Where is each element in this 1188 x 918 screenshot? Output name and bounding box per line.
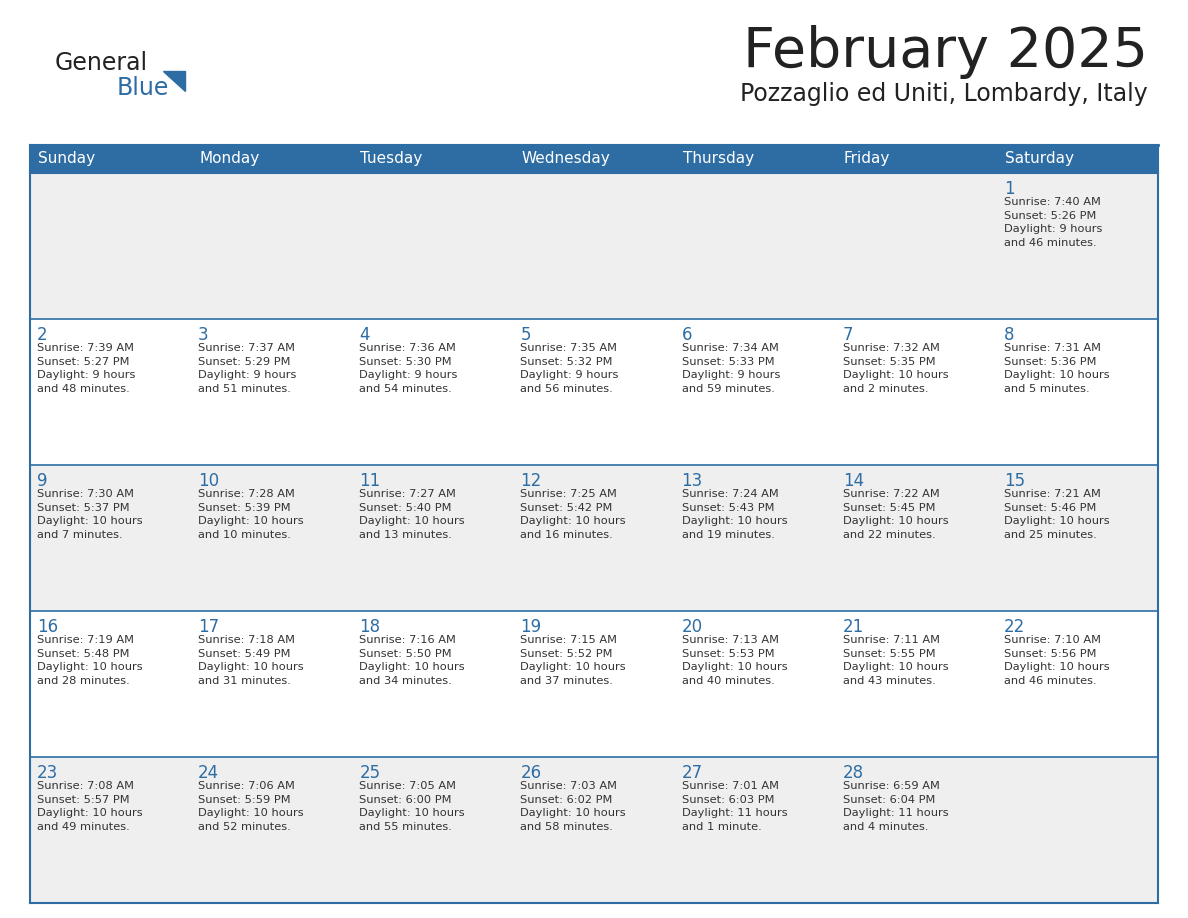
Text: Sunrise: 7:13 AM
Sunset: 5:53 PM
Daylight: 10 hours
and 40 minutes.: Sunrise: 7:13 AM Sunset: 5:53 PM Dayligh… [682,635,788,686]
Text: Sunrise: 7:40 AM
Sunset: 5:26 PM
Daylight: 9 hours
and 46 minutes.: Sunrise: 7:40 AM Sunset: 5:26 PM Dayligh… [1004,197,1102,248]
Text: 22: 22 [1004,618,1025,636]
Text: Sunrise: 7:08 AM
Sunset: 5:57 PM
Daylight: 10 hours
and 49 minutes.: Sunrise: 7:08 AM Sunset: 5:57 PM Dayligh… [37,781,143,832]
Text: Saturday: Saturday [1005,151,1074,166]
Text: 11: 11 [359,472,380,490]
Text: 12: 12 [520,472,542,490]
Text: Sunrise: 7:16 AM
Sunset: 5:50 PM
Daylight: 10 hours
and 34 minutes.: Sunrise: 7:16 AM Sunset: 5:50 PM Dayligh… [359,635,465,686]
Bar [30,173,1158,319]
Text: 6: 6 [682,326,693,344]
Text: Sunrise: 7:35 AM
Sunset: 5:32 PM
Daylight: 9 hours
and 56 minutes.: Sunrise: 7:35 AM Sunset: 5:32 PM Dayligh… [520,343,619,394]
Text: Sunrise: 7:39 AM
Sunset: 5:27 PM
Daylight: 9 hours
and 48 minutes.: Sunrise: 7:39 AM Sunset: 5:27 PM Dayligh… [37,343,135,394]
Text: Sunrise: 7:18 AM
Sunset: 5:49 PM
Daylight: 10 hours
and 31 minutes.: Sunrise: 7:18 AM Sunset: 5:49 PM Dayligh… [198,635,304,686]
Bar [30,145,191,173]
Text: Friday: Friday [843,151,890,166]
Text: 15: 15 [1004,472,1025,490]
Bar [675,145,835,173]
Text: Sunrise: 7:25 AM
Sunset: 5:42 PM
Daylight: 10 hours
and 16 minutes.: Sunrise: 7:25 AM Sunset: 5:42 PM Dayligh… [520,489,626,540]
Text: Sunrise: 7:01 AM
Sunset: 6:03 PM
Daylight: 11 hours
and 1 minute.: Sunrise: 7:01 AM Sunset: 6:03 PM Dayligh… [682,781,788,832]
Text: 23: 23 [37,764,58,782]
Text: 21: 21 [842,618,864,636]
Bar [513,145,675,173]
Text: Sunrise: 7:19 AM
Sunset: 5:48 PM
Daylight: 10 hours
and 28 minutes.: Sunrise: 7:19 AM Sunset: 5:48 PM Dayligh… [37,635,143,686]
Text: Sunday: Sunday [38,151,95,166]
Bar [835,145,997,173]
Text: 20: 20 [682,618,702,636]
Text: Thursday: Thursday [683,151,753,166]
Text: 9: 9 [37,472,48,490]
Text: 14: 14 [842,472,864,490]
Text: 8: 8 [1004,326,1015,344]
Text: 17: 17 [198,618,220,636]
Bar [30,757,1158,903]
Text: Sunrise: 7:05 AM
Sunset: 6:00 PM
Daylight: 10 hours
and 55 minutes.: Sunrise: 7:05 AM Sunset: 6:00 PM Dayligh… [359,781,465,832]
Text: Sunrise: 7:24 AM
Sunset: 5:43 PM
Daylight: 10 hours
and 19 minutes.: Sunrise: 7:24 AM Sunset: 5:43 PM Dayligh… [682,489,788,540]
Text: 1: 1 [1004,180,1015,198]
Text: 28: 28 [842,764,864,782]
Text: Blue: Blue [116,76,170,100]
Text: Sunrise: 7:10 AM
Sunset: 5:56 PM
Daylight: 10 hours
and 46 minutes.: Sunrise: 7:10 AM Sunset: 5:56 PM Dayligh… [1004,635,1110,686]
Text: Pozzaglio ed Uniti, Lombardy, Italy: Pozzaglio ed Uniti, Lombardy, Italy [740,82,1148,106]
Text: Sunrise: 7:28 AM
Sunset: 5:39 PM
Daylight: 10 hours
and 10 minutes.: Sunrise: 7:28 AM Sunset: 5:39 PM Dayligh… [198,489,304,540]
Text: Sunrise: 7:31 AM
Sunset: 5:36 PM
Daylight: 10 hours
and 5 minutes.: Sunrise: 7:31 AM Sunset: 5:36 PM Dayligh… [1004,343,1110,394]
Bar [353,145,513,173]
Text: 24: 24 [198,764,220,782]
Text: 13: 13 [682,472,703,490]
Text: General: General [55,51,148,75]
Text: 2: 2 [37,326,48,344]
Text: Sunrise: 7:06 AM
Sunset: 5:59 PM
Daylight: 10 hours
and 52 minutes.: Sunrise: 7:06 AM Sunset: 5:59 PM Dayligh… [198,781,304,832]
Bar [997,145,1158,173]
Text: Tuesday: Tuesday [360,151,423,166]
Text: Wednesday: Wednesday [522,151,611,166]
Text: Sunrise: 7:32 AM
Sunset: 5:35 PM
Daylight: 10 hours
and 2 minutes.: Sunrise: 7:32 AM Sunset: 5:35 PM Dayligh… [842,343,948,394]
Text: 16: 16 [37,618,58,636]
Text: 25: 25 [359,764,380,782]
Text: Sunrise: 7:03 AM
Sunset: 6:02 PM
Daylight: 10 hours
and 58 minutes.: Sunrise: 7:03 AM Sunset: 6:02 PM Dayligh… [520,781,626,832]
Text: Sunrise: 7:21 AM
Sunset: 5:46 PM
Daylight: 10 hours
and 25 minutes.: Sunrise: 7:21 AM Sunset: 5:46 PM Dayligh… [1004,489,1110,540]
Polygon shape [163,71,185,91]
Text: February 2025: February 2025 [742,25,1148,79]
Text: Sunrise: 7:34 AM
Sunset: 5:33 PM
Daylight: 9 hours
and 59 minutes.: Sunrise: 7:34 AM Sunset: 5:33 PM Dayligh… [682,343,781,394]
Text: Sunrise: 7:11 AM
Sunset: 5:55 PM
Daylight: 10 hours
and 43 minutes.: Sunrise: 7:11 AM Sunset: 5:55 PM Dayligh… [842,635,948,686]
Text: 3: 3 [198,326,209,344]
Text: Sunrise: 6:59 AM
Sunset: 6:04 PM
Daylight: 11 hours
and 4 minutes.: Sunrise: 6:59 AM Sunset: 6:04 PM Dayligh… [842,781,948,832]
Text: Sunrise: 7:37 AM
Sunset: 5:29 PM
Daylight: 9 hours
and 51 minutes.: Sunrise: 7:37 AM Sunset: 5:29 PM Dayligh… [198,343,297,394]
Text: 5: 5 [520,326,531,344]
Text: 18: 18 [359,618,380,636]
Text: 26: 26 [520,764,542,782]
Text: Sunrise: 7:30 AM
Sunset: 5:37 PM
Daylight: 10 hours
and 7 minutes.: Sunrise: 7:30 AM Sunset: 5:37 PM Dayligh… [37,489,143,540]
Text: 27: 27 [682,764,702,782]
Text: 4: 4 [359,326,369,344]
Text: Sunrise: 7:27 AM
Sunset: 5:40 PM
Daylight: 10 hours
and 13 minutes.: Sunrise: 7:27 AM Sunset: 5:40 PM Dayligh… [359,489,465,540]
Text: 7: 7 [842,326,853,344]
Text: Sunrise: 7:15 AM
Sunset: 5:52 PM
Daylight: 10 hours
and 37 minutes.: Sunrise: 7:15 AM Sunset: 5:52 PM Dayligh… [520,635,626,686]
Text: Sunrise: 7:22 AM
Sunset: 5:45 PM
Daylight: 10 hours
and 22 minutes.: Sunrise: 7:22 AM Sunset: 5:45 PM Dayligh… [842,489,948,540]
Bar [30,319,1158,465]
Text: Sunrise: 7:36 AM
Sunset: 5:30 PM
Daylight: 9 hours
and 54 minutes.: Sunrise: 7:36 AM Sunset: 5:30 PM Dayligh… [359,343,457,394]
Bar [30,465,1158,611]
Bar [191,145,353,173]
Text: Monday: Monday [200,151,259,166]
Text: 19: 19 [520,618,542,636]
Bar [30,611,1158,757]
Text: 10: 10 [198,472,220,490]
